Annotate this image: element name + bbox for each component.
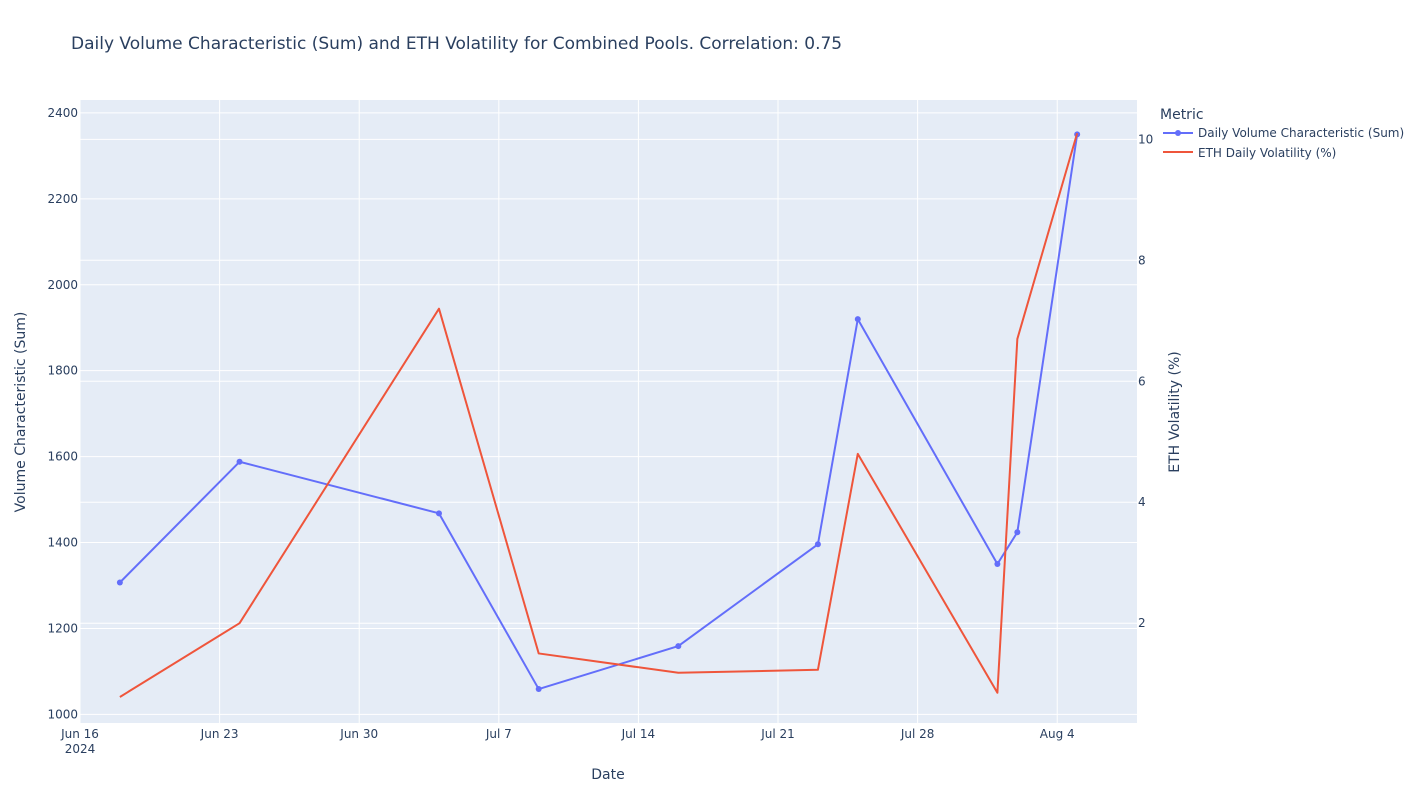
x-tick-label: Jun 16 [60, 727, 99, 741]
y-tick-label: 2200 [47, 192, 78, 206]
x-tick-sublabel: 2024 [65, 742, 96, 756]
y2-tick-label: 10 [1138, 132, 1153, 146]
y2-tick-label: 2 [1138, 616, 1146, 630]
x-axis-title: Date [591, 767, 624, 783]
x-tick-label: Jun 23 [200, 727, 239, 741]
legend-title: Metric [1160, 107, 1204, 123]
y-axis-ticks: 1000 1200 1400 1600 1800 2000 2200 2400 [47, 106, 78, 722]
data-point[interactable] [535, 686, 542, 693]
x-tick-label: Jul 14 [621, 727, 656, 741]
data-point[interactable] [236, 458, 243, 465]
legend[interactable]: Metric Daily Volume Characteristic (Sum)… [1160, 107, 1404, 160]
y-tick-label: 2000 [47, 278, 78, 292]
y-tick-label: 1200 [47, 621, 78, 635]
legend-label-volatility: ETH Daily Volatility (%) [1198, 146, 1336, 160]
y2-tick-label: 8 [1138, 253, 1146, 267]
y-tick-label: 1800 [47, 364, 78, 378]
plot-area [80, 100, 1137, 723]
x-tick-label: Jul 21 [760, 727, 795, 741]
data-point[interactable] [814, 541, 821, 548]
data-point[interactable] [116, 579, 123, 586]
legend-label-volume: Daily Volume Characteristic (Sum) [1198, 126, 1404, 140]
legend-item-volume[interactable]: Daily Volume Characteristic (Sum) [1163, 126, 1404, 140]
y2-tick-label: 4 [1138, 495, 1146, 509]
x-tick-label: Jul 7 [485, 727, 512, 741]
x-tick-label: Jul 28 [900, 727, 935, 741]
y-tick-label: 1400 [47, 536, 78, 550]
x-tick-label: Jun 30 [339, 727, 378, 741]
y2-axis-ticks: 2 4 6 8 10 [1138, 132, 1153, 630]
series-line-1[interactable] [119, 132, 1079, 698]
data-point[interactable] [854, 316, 861, 323]
y-gridlines [80, 112, 1137, 715]
legend-item-volatility[interactable]: ETH Daily Volatility (%) [1163, 146, 1336, 160]
y-axis-title: Volume Characteristic (Sum) [13, 312, 29, 513]
data-point[interactable] [994, 561, 1001, 568]
y2-tick-label: 6 [1138, 374, 1146, 388]
data-point[interactable] [435, 510, 442, 517]
y-tick-label: 2400 [47, 106, 78, 120]
y2-axis-title: ETH Volatility (%) [1167, 351, 1183, 473]
series-layer [116, 131, 1081, 698]
chart-title: Daily Volume Characteristic (Sum) and ET… [71, 34, 842, 54]
legend-marker-volume [1175, 130, 1181, 136]
series-line-0[interactable] [119, 134, 1079, 691]
y-tick-label: 1000 [47, 707, 78, 721]
data-point[interactable] [675, 643, 682, 650]
y-tick-label: 1600 [47, 450, 78, 464]
x-tick-label: Aug 4 [1040, 727, 1075, 741]
data-point[interactable] [1014, 529, 1021, 536]
